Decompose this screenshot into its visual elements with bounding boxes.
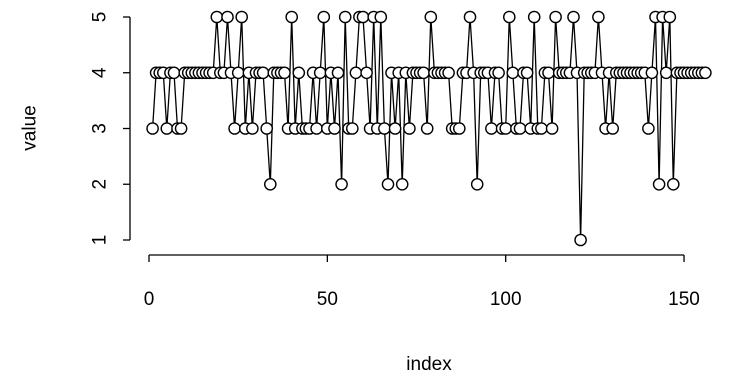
data-point [513, 122, 527, 135]
data-point [231, 66, 245, 80]
x-tick-label: 0 [144, 289, 155, 310]
data-point [335, 177, 348, 191]
data-point [506, 66, 520, 80]
data-point [652, 177, 666, 191]
data-point [699, 66, 712, 80]
data-point [442, 66, 455, 80]
data-point [485, 122, 498, 135]
data-point [263, 177, 277, 191]
data-point [356, 10, 370, 24]
data-point [470, 177, 484, 191]
data-point [535, 122, 548, 135]
data-point [210, 10, 224, 24]
data-point [502, 10, 516, 24]
data-point [278, 66, 291, 80]
data-point [499, 122, 513, 135]
data-point [645, 66, 659, 80]
data-point [292, 66, 306, 80]
data-point [360, 66, 373, 80]
data-point [545, 122, 559, 135]
data-point [395, 177, 409, 191]
data-point [492, 66, 505, 80]
x-tick-label: 150 [668, 289, 700, 310]
data-point [260, 122, 274, 135]
data-point [174, 122, 188, 135]
data-point [549, 10, 562, 24]
data-point [331, 66, 345, 80]
y-ticks: 1 2 3 4 5 [90, 12, 130, 246]
data-point [667, 177, 680, 191]
data-point [374, 10, 388, 24]
x-axis-title: index [406, 354, 452, 375]
axes: 0 50 100 150 1 2 3 4 5 [90, 12, 700, 310]
y-tick-label: 1 [90, 235, 111, 246]
data-point [663, 10, 677, 24]
x-tick-label: 100 [490, 289, 522, 310]
data-point [420, 122, 434, 135]
x-tick-label: 50 [317, 289, 338, 310]
y-tick-label: 5 [90, 12, 111, 23]
y-axis-title: value [20, 105, 41, 150]
data-point [424, 10, 438, 24]
data-point [285, 10, 299, 24]
data-point [310, 122, 323, 135]
data-point [606, 122, 620, 135]
data-point [345, 122, 359, 135]
data-point [381, 177, 395, 191]
data-point [527, 10, 541, 24]
data-point [378, 122, 391, 135]
data-point [317, 10, 331, 24]
data-point [228, 122, 241, 135]
data-point [642, 122, 655, 135]
data-point [167, 66, 181, 80]
data-point [349, 66, 363, 80]
data-point [542, 66, 555, 80]
data-point [146, 122, 159, 135]
y-tick-label: 3 [90, 123, 111, 134]
points [146, 10, 712, 247]
y-tick-label: 4 [90, 67, 111, 78]
data-point [403, 122, 416, 135]
data-point [567, 10, 580, 24]
data-point [388, 122, 402, 135]
data-point [463, 10, 477, 24]
data-point [338, 10, 352, 24]
data-point [246, 122, 259, 135]
data-point [313, 66, 327, 80]
data-point [256, 66, 270, 80]
data-point [235, 10, 248, 24]
data-point [659, 66, 673, 80]
data-point [221, 10, 234, 24]
data-point [452, 122, 466, 135]
x-ticks: 0 50 100 150 [144, 255, 700, 310]
data-point [574, 233, 587, 247]
data-point [592, 10, 605, 24]
data-point [520, 66, 534, 80]
y-tick-label: 2 [90, 179, 111, 190]
data-point [328, 122, 341, 135]
data-point [160, 122, 174, 135]
data-point [417, 66, 430, 80]
